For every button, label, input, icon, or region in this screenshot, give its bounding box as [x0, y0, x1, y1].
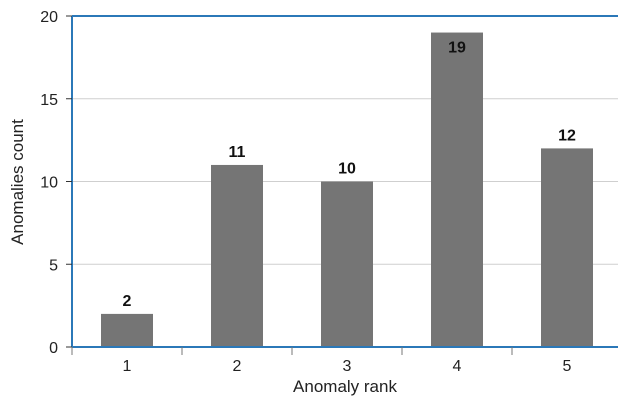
y-tick-label: 5: [49, 257, 58, 274]
data-label: 2: [123, 293, 132, 310]
y-tick-label: 10: [40, 175, 58, 192]
y-axis-title: Anomalies count: [8, 119, 27, 245]
bar: [431, 32, 483, 348]
bar: [101, 313, 153, 347]
y-tick-label: 20: [40, 9, 58, 26]
data-label: 19: [448, 40, 466, 57]
x-axis-ticks: 1 2 3 4 5: [71, 347, 572, 375]
bar: [541, 148, 593, 347]
data-label: 10: [338, 161, 356, 178]
x-tick-label: 2: [233, 358, 242, 375]
x-tick-label: 3: [343, 358, 352, 375]
y-tick-label: 15: [40, 92, 58, 109]
y-tick-label: 0: [49, 340, 58, 357]
bars: [101, 32, 593, 348]
x-axis-title: Anomaly rank: [293, 377, 397, 396]
x-tick-label: 1: [123, 358, 132, 375]
bar: [321, 181, 373, 347]
data-label: 11: [229, 144, 246, 161]
x-tick-label: 5: [563, 358, 572, 375]
data-labels: 2 11 10 19 12: [123, 40, 576, 310]
bar: [211, 164, 263, 347]
data-label: 12: [558, 127, 576, 144]
x-tick-label: 4: [453, 358, 462, 375]
y-axis-ticks: 0 5 10 15 20: [40, 9, 72, 357]
